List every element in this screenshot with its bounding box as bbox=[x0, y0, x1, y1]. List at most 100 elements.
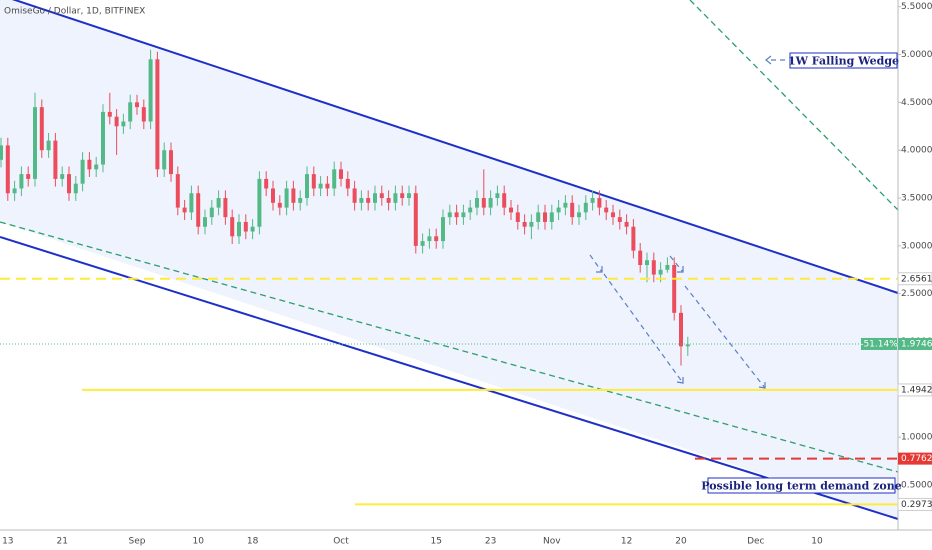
candle-body bbox=[645, 260, 649, 265]
x-tick-label: 10 bbox=[811, 537, 823, 547]
x-tick-label: 10 bbox=[192, 537, 204, 547]
candle-body bbox=[679, 312, 683, 347]
candle-body bbox=[39, 107, 44, 151]
candle-body bbox=[563, 202, 568, 208]
candle-body bbox=[169, 150, 173, 175]
candle-body bbox=[298, 198, 303, 203]
candle-body bbox=[87, 159, 92, 170]
candle-body bbox=[243, 221, 248, 232]
candle-body bbox=[393, 193, 398, 203]
candle-body bbox=[549, 212, 554, 222]
candle-body bbox=[461, 212, 466, 218]
candle-body bbox=[311, 174, 316, 189]
candle-body bbox=[638, 250, 643, 265]
candle-body bbox=[203, 217, 207, 227]
candle-body bbox=[672, 265, 677, 313]
candle-body bbox=[441, 217, 445, 242]
candle-body bbox=[366, 198, 371, 203]
level-box bbox=[897, 272, 932, 286]
candle-body bbox=[400, 193, 405, 199]
candle-body bbox=[509, 207, 513, 213]
candle-body bbox=[420, 241, 425, 246]
candle-body bbox=[209, 207, 214, 218]
candle-body bbox=[182, 207, 187, 213]
x-tick-label: Nov bbox=[543, 537, 561, 547]
candle-body bbox=[148, 59, 153, 122]
candle-body bbox=[33, 107, 37, 179]
level-box bbox=[897, 383, 932, 397]
y-tick-label: 2.5000 bbox=[901, 289, 932, 299]
y-tick-label: 4.5000 bbox=[901, 98, 932, 108]
candle-body bbox=[651, 260, 656, 275]
candle-body bbox=[305, 174, 309, 199]
candle-body bbox=[19, 174, 24, 189]
candle-body bbox=[481, 198, 486, 208]
x-tick-label: Oct bbox=[333, 537, 349, 547]
x-tick-label: Sep bbox=[129, 537, 146, 547]
candle-body bbox=[522, 221, 527, 227]
level-label: 0.7762 bbox=[901, 454, 932, 464]
x-tick-label: 21 bbox=[56, 537, 67, 547]
chart-title: OmiseGo / Dollar, 1D, BITFINEX bbox=[4, 7, 145, 17]
candle-body bbox=[101, 111, 105, 165]
candle-body bbox=[515, 212, 520, 222]
candle-body bbox=[624, 221, 629, 227]
arrow-head bbox=[677, 266, 684, 273]
arrow bbox=[603, 273, 684, 384]
candle-body bbox=[345, 178, 350, 189]
candle-body bbox=[155, 59, 160, 170]
annotation-box bbox=[707, 477, 896, 494]
candle-body bbox=[271, 188, 275, 203]
y-tick-label: 0.5000 bbox=[901, 481, 932, 491]
candle-body bbox=[407, 193, 411, 199]
arrow-head bbox=[596, 266, 603, 273]
candle-body bbox=[502, 193, 507, 208]
trend-dashed bbox=[0, 221, 899, 473]
level-box bbox=[898, 452, 932, 465]
annotation: Possible long term demand zone bbox=[701, 480, 902, 493]
candle-body bbox=[631, 226, 636, 251]
last-price-label: 1.9746 bbox=[901, 339, 932, 349]
x-tick-label: Dec bbox=[747, 537, 764, 547]
candle-body bbox=[413, 193, 418, 246]
candle-body bbox=[162, 150, 167, 170]
annotation: 1W Falling Wedge bbox=[788, 55, 899, 68]
candle-body bbox=[373, 193, 377, 203]
candle-body bbox=[617, 217, 622, 222]
candle-body bbox=[257, 178, 262, 227]
channel-lower bbox=[0, 236, 899, 520]
arrows bbox=[589, 59, 785, 389]
candle-body bbox=[223, 198, 228, 218]
candle-body bbox=[488, 198, 493, 208]
channel-upper bbox=[11, 0, 899, 294]
candle-body bbox=[250, 226, 255, 232]
candle-body bbox=[570, 202, 575, 218]
candle-body bbox=[543, 212, 547, 222]
candle-body bbox=[318, 183, 323, 189]
candle-body bbox=[665, 265, 670, 270]
y-tick-label: 3.5000 bbox=[901, 194, 932, 204]
last-price-box bbox=[898, 337, 932, 350]
candle-body bbox=[284, 188, 289, 208]
x-tick-label: 13 bbox=[2, 537, 13, 547]
candle-body bbox=[583, 202, 588, 213]
wedge-dashed bbox=[689, 0, 899, 211]
candle-body bbox=[73, 183, 78, 194]
candle-body bbox=[135, 102, 139, 108]
candle-body bbox=[94, 164, 99, 170]
candle-body bbox=[67, 174, 71, 194]
candle-body bbox=[107, 111, 112, 117]
arrow bbox=[669, 255, 684, 273]
candle-body bbox=[536, 212, 541, 222]
candle-body bbox=[611, 212, 615, 218]
candle-body bbox=[141, 107, 146, 122]
candle-body bbox=[0, 145, 3, 160]
candle-body bbox=[325, 183, 330, 189]
y-tick-label: 4.0000 bbox=[901, 146, 932, 156]
candle-body bbox=[277, 202, 282, 208]
candle-body bbox=[26, 174, 31, 179]
candle-body bbox=[427, 236, 432, 242]
candle-body bbox=[189, 193, 194, 213]
candle-body bbox=[46, 140, 51, 151]
